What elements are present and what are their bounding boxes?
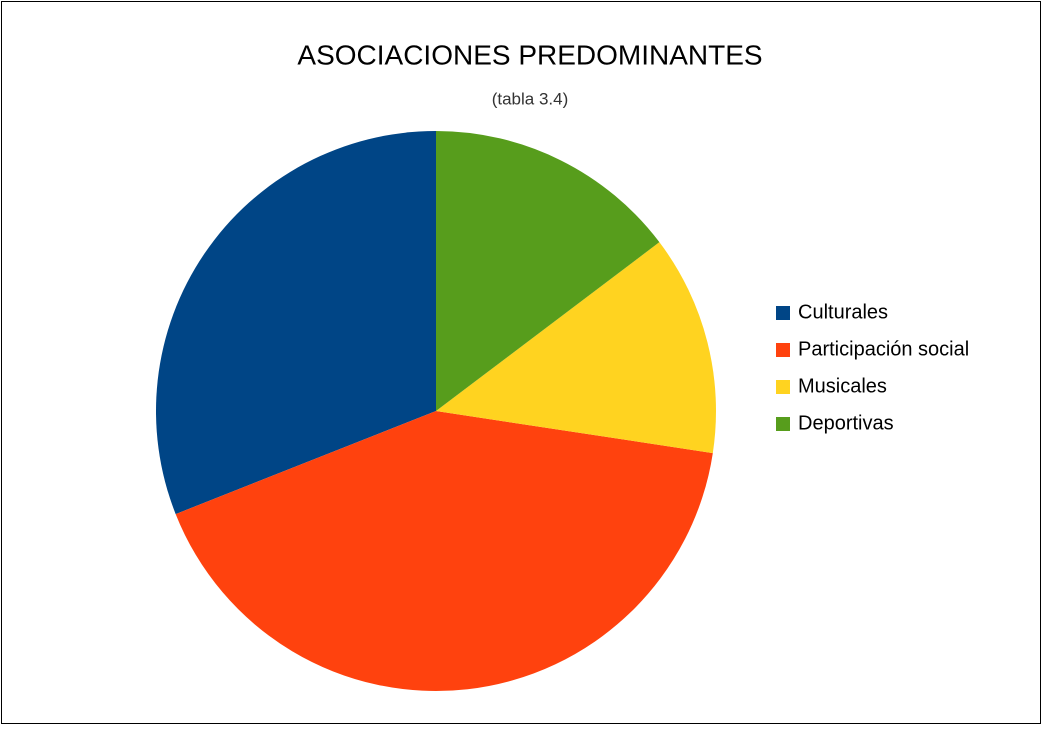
legend-swatch [776, 306, 790, 320]
pie-slice [436, 242, 716, 454]
pie-slice [175, 411, 713, 692]
chart-title: ASOCIACIONES PREDOMINANTES [297, 39, 762, 70]
legend-label: Culturales [798, 301, 888, 323]
legend-label: Deportivas [798, 412, 894, 434]
legend-swatch [776, 380, 790, 394]
pie-slice [156, 131, 436, 515]
pie-slice [436, 131, 660, 411]
legend-swatch [776, 417, 790, 431]
legend-label: Musicales [798, 375, 887, 397]
chart-subtitle: (tabla 3.4) [492, 89, 569, 108]
legend-label: Participación social [798, 338, 969, 360]
legend-swatch [776, 343, 790, 357]
